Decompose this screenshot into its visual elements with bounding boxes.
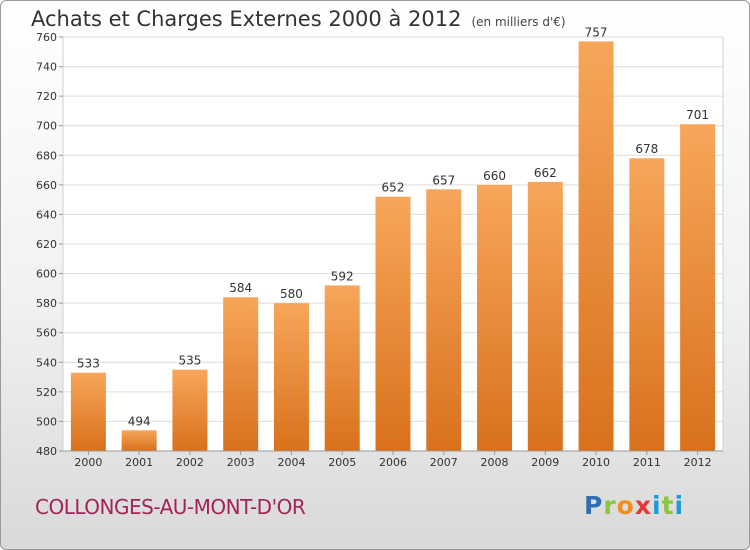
logo-letter: o (616, 491, 635, 520)
bar (121, 430, 157, 451)
x-tick-label: 2006 (379, 456, 407, 469)
y-tick-label: 500 (36, 415, 57, 428)
logo-letter: i (674, 491, 685, 520)
x-tick-label: 2010 (582, 456, 610, 469)
data-label: 533 (77, 357, 100, 371)
logo-letter: x (634, 491, 652, 520)
x-tick-label: 2004 (277, 456, 305, 469)
y-tick-label: 520 (36, 386, 57, 399)
y-tick-label: 560 (36, 327, 57, 340)
logo-letter: i (652, 491, 662, 520)
bar (426, 189, 462, 452)
logo-letter: r (603, 491, 617, 520)
x-tick-label: 2012 (684, 456, 712, 469)
data-label: 701 (686, 108, 709, 122)
data-label: 757 (585, 25, 608, 39)
data-label: 652 (382, 181, 405, 195)
bar (578, 41, 614, 451)
x-tick-label: 2011 (633, 456, 661, 469)
place-name: COLLONGES-AU-MONT-D'OR (35, 495, 306, 519)
bar (324, 285, 360, 451)
data-label: 662 (534, 166, 557, 180)
x-tick-label: 2009 (531, 456, 559, 469)
y-tick-label: 480 (36, 445, 57, 458)
x-tick-label: 2001 (125, 456, 153, 469)
y-tick-label: 700 (36, 120, 57, 133)
data-label: 657 (432, 173, 455, 187)
bar (375, 196, 411, 451)
y-tick-label: 600 (36, 268, 57, 281)
y-tick-label: 580 (36, 297, 57, 310)
bar (680, 124, 716, 451)
proxiti-logo: Proxiti (584, 491, 684, 520)
x-tick-label: 2007 (430, 456, 458, 469)
bar (629, 158, 665, 451)
y-tick-label: 640 (36, 208, 57, 221)
bar (70, 372, 106, 451)
y-tick-label: 680 (36, 149, 57, 162)
chart-title: Achats et Charges Externes 2000 à 2012 (e… (31, 7, 566, 31)
y-tick-label: 740 (36, 61, 57, 74)
bar (527, 181, 563, 451)
x-tick-label: 2008 (481, 456, 509, 469)
data-label: 678 (635, 142, 658, 156)
y-tick-label: 620 (36, 238, 57, 251)
x-tick-label: 2005 (328, 456, 356, 469)
data-label: 535 (178, 354, 201, 368)
y-tick-label: 720 (36, 90, 57, 103)
logo-letter: P (584, 491, 604, 520)
bar (172, 369, 208, 451)
x-tick-label: 2002 (176, 456, 204, 469)
x-tick-label: 2003 (227, 456, 255, 469)
data-label: 660 (483, 169, 506, 183)
logo-letter: t (661, 491, 675, 520)
bar (477, 184, 513, 451)
x-tick-label: 2000 (74, 456, 102, 469)
chart-unit: (en milliers d'€) (471, 15, 566, 29)
data-label: 580 (280, 287, 303, 301)
y-tick-label: 660 (36, 179, 57, 192)
data-label: 592 (331, 269, 354, 283)
bar (273, 303, 309, 451)
data-label: 584 (229, 281, 252, 295)
y-tick-label: 540 (36, 356, 57, 369)
bar (223, 297, 259, 451)
data-label: 494 (128, 414, 151, 428)
y-tick-label: 760 (36, 31, 57, 44)
title-text: Achats et Charges Externes 2000 à 2012 (31, 7, 462, 31)
